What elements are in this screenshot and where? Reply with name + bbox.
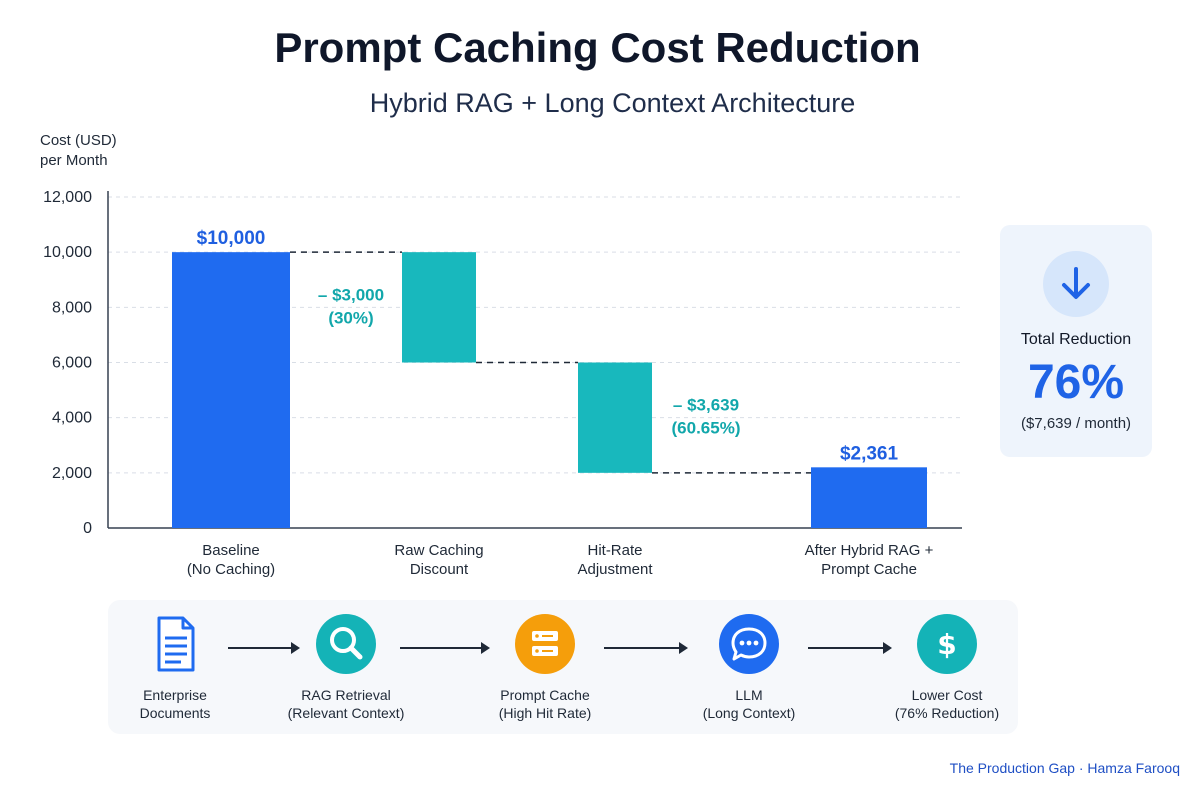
flow-step-label: RAG Retrieval (Relevant Context) [261,686,431,722]
bar [578,362,652,473]
x-tick-label: Prompt Cache [821,561,917,578]
bar [402,252,476,363]
flow-step-lower-cost: $ Lower Cost (76% Reduction) [862,614,1032,722]
bar [172,252,290,528]
arrow-down-icon [1043,251,1109,317]
y-axis-label-line1: Cost (USD) [40,132,117,149]
y-tick-label: 4,000 [52,410,92,427]
credit-line: The Production Gap · Hamza Farooq [949,760,1180,776]
flow-step-documents: Enterprise Documents [90,614,260,722]
y-axis-label-line2: per Month [40,152,108,169]
dollar-icon: $ [917,614,977,674]
bar [811,467,927,528]
data-sublabel: (60.65%) [672,419,741,438]
y-tick-label: 8,000 [52,299,92,316]
y-tick-label: 2,000 [52,465,92,482]
flow-arrow [604,642,688,654]
flow-arrow [808,642,892,654]
flow-step-label: Enterprise Documents [90,686,260,722]
flow-step-label: Lower Cost (76% Reduction) [862,686,1032,722]
flow-step-llm: LLM (Long Context) [664,614,834,722]
total-reduction-panel: Total Reduction 76% ($7,639 / month) [1000,225,1152,457]
flow-step-label-line1: Lower Cost [911,687,983,703]
flow-step-label-line2: (High Hit Rate) [498,705,592,721]
x-tick-label: Adjustment [577,561,653,578]
chart-subtitle: Hybrid RAG + Long Context Architecture [369,88,856,118]
svg-text:$: $ [937,628,956,661]
total-reduction-value: 76% [1027,356,1125,409]
data-sublabel: (30%) [328,308,373,327]
flow-step-prompt-cache: Prompt Cache (High Hit Rate) [460,614,630,722]
flow-step-label-line1: Enterprise [143,687,207,703]
flow-step-label: LLM (Long Context) [664,686,834,722]
flow-step-label-line2: (76% Reduction) [894,705,1000,721]
flow-step-label-line2: (Long Context) [702,705,796,721]
flow-step-label-line2: Documents [139,705,211,721]
flow-step-label: Prompt Cache (High Hit Rate) [460,686,630,722]
y-tick-label: 0 [83,520,92,537]
search-icon [316,614,376,674]
y-tick-label: 10,000 [43,244,92,261]
data-label: $10,000 [197,228,266,249]
flow-step-label-line1: RAG Retrieval [301,687,391,703]
data-label: – $3,639 [673,396,739,415]
x-tick-label: Hit-Rate [587,542,642,559]
total-reduction-label: Total Reduction [1020,331,1132,348]
x-tick-label: Baseline [202,542,260,559]
total-reduction-note: ($7,639 / month) [1020,415,1132,432]
server-icon [515,614,575,674]
x-tick-label: After Hybrid RAG + [805,542,934,559]
flow-arrow [228,642,300,654]
document-icon [145,614,205,674]
pipeline-flow: Enterprise Documents RAG Retrieval (Rele… [108,600,1018,734]
chart-title: Prompt Caching Cost Reduction [274,24,921,71]
waterfall-chart: 0 2,000 4,000 6,000 8,000 10,000 12,000 $10,000… [43,189,962,578]
flow-step-label-line1: Prompt Cache [500,687,590,703]
flow-step-label-line2: (Relevant Context) [287,705,405,721]
y-tick-label: 6,000 [52,355,92,372]
data-label: $2,361 [840,443,899,464]
x-tick-label: Raw Caching [394,542,483,559]
chat-icon [719,614,779,674]
data-label: – $3,000 [318,285,384,304]
y-tick-label: 12,000 [43,189,92,206]
flow-step-label-line1: LLM [735,687,763,703]
x-tick-label: Discount [410,561,469,578]
y-axis-label: Cost (USD) per Month [40,131,117,171]
flow-step-rag-retrieval: RAG Retrieval (Relevant Context) [261,614,431,722]
flow-arrow [400,642,490,654]
x-tick-label: (No Caching) [187,561,275,578]
